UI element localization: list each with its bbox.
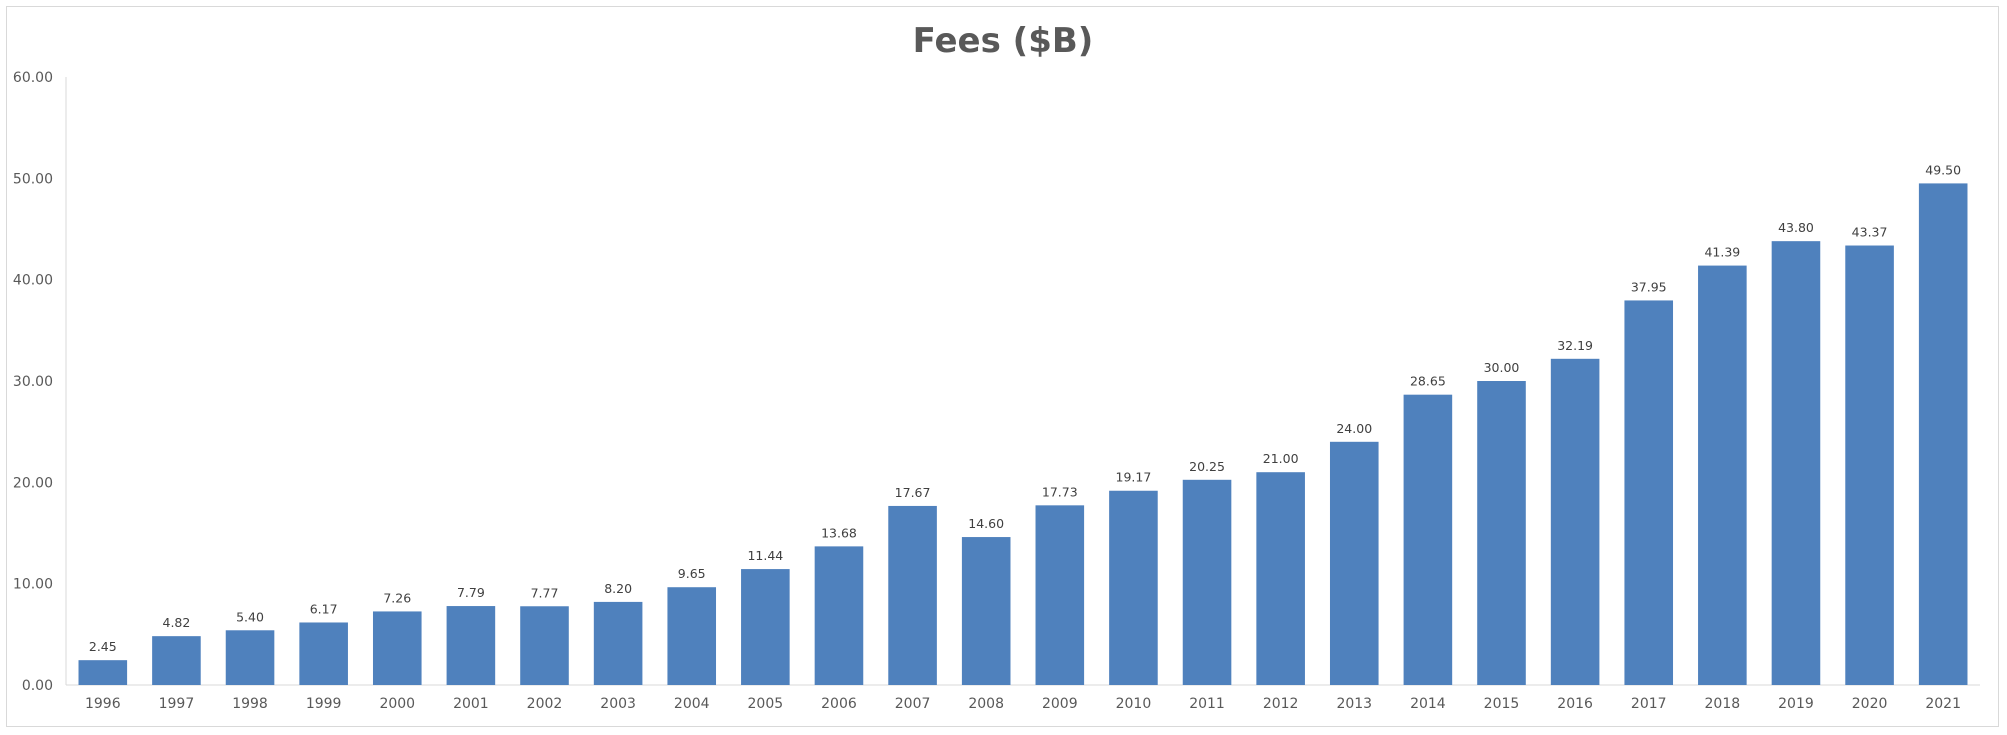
data-label-2010: 19.17	[1116, 470, 1152, 485]
x-tick-label-2000: 2000	[379, 696, 415, 712]
data-label-1996: 2.45	[89, 639, 117, 654]
bar-2010	[1109, 490, 1158, 685]
bar-2012	[1256, 472, 1305, 685]
x-tick-label-2011: 2011	[1189, 696, 1225, 712]
bar-2014	[1403, 394, 1453, 685]
data-label-2019: 43.80	[1778, 220, 1814, 235]
data-label-1999: 6.17	[310, 601, 338, 616]
x-tick-label-2007: 2007	[895, 696, 931, 712]
x-tick-label-2002: 2002	[527, 696, 563, 712]
bar-2004	[667, 587, 717, 685]
x-tick-label-2003: 2003	[600, 696, 636, 712]
bar-2018	[1698, 265, 1747, 685]
bar-2001	[446, 606, 496, 685]
data-label-2007: 17.67	[895, 485, 931, 500]
bar-2009	[1035, 505, 1085, 685]
data-label-2012: 21.00	[1263, 451, 1299, 466]
x-tick-label-2021: 2021	[1925, 696, 1961, 712]
y-tick-label: 0.00	[22, 678, 53, 694]
chart-title: Fees ($B)	[913, 21, 1094, 61]
x-tick-label-2005: 2005	[748, 696, 784, 712]
bar-2005	[741, 569, 790, 685]
data-label-2021: 49.50	[1925, 162, 1961, 177]
x-tick-label-2018: 2018	[1705, 696, 1741, 712]
y-tick-label: 50.00	[13, 171, 53, 187]
bar-1999	[299, 622, 348, 685]
x-axis-ticks: 1996 1997 1998 1999 2000 2001 2002 2003 2004 2005…	[85, 696, 1961, 712]
x-tick-label-1998: 1998	[232, 696, 268, 712]
data-label-2005: 11.44	[747, 548, 783, 563]
x-tick-label-1999: 1999	[306, 696, 342, 712]
x-tick-label-1996: 1996	[85, 696, 121, 712]
bar-2003	[593, 601, 643, 685]
data-label-2001: 7.79	[457, 585, 485, 600]
bar-2007	[888, 505, 937, 685]
bar-2019	[1771, 241, 1821, 685]
bar-2000	[372, 611, 422, 685]
bar-2008	[961, 537, 1011, 685]
x-tick-label-2015: 2015	[1484, 696, 1520, 712]
bar-2017	[1624, 300, 1674, 685]
bars	[78, 183, 1968, 685]
bar-2020	[1845, 245, 1894, 685]
data-label-2014: 28.65	[1410, 374, 1446, 389]
x-tick-label-2006: 2006	[821, 696, 857, 712]
y-tick-label: 40.00	[13, 273, 53, 289]
y-tick-label: 30.00	[13, 374, 53, 390]
data-label-1998: 5.40	[236, 609, 264, 624]
data-label-2000: 7.26	[383, 590, 411, 605]
data-label-2004: 9.65	[678, 566, 706, 581]
bar-1997	[152, 636, 201, 685]
data-label-2011: 20.25	[1189, 459, 1225, 474]
y-tick-label: 10.00	[13, 577, 53, 593]
data-label-2018: 41.39	[1704, 245, 1740, 260]
bar-2011	[1182, 479, 1232, 685]
x-tick-label-2013: 2013	[1336, 696, 1372, 712]
y-axis-ticks: 0.00 10.00 20.00 30.00 40.00 50.00 60.00	[13, 70, 53, 694]
bar-2016	[1550, 358, 1600, 685]
data-label-2015: 30.00	[1484, 360, 1520, 375]
data-label-2020: 43.37	[1852, 225, 1888, 240]
y-tick-label: 20.00	[13, 475, 53, 491]
x-tick-label-2014: 2014	[1410, 696, 1446, 712]
data-label-2009: 17.73	[1042, 484, 1078, 499]
bar-1998	[225, 630, 275, 685]
bar-2006	[814, 546, 864, 685]
data-label-2017: 37.95	[1631, 279, 1667, 294]
x-tick-label-2008: 2008	[968, 696, 1004, 712]
data-label-2003: 8.20	[604, 581, 632, 596]
y-tick-label: 60.00	[13, 70, 53, 86]
x-tick-label-1997: 1997	[159, 696, 195, 712]
x-tick-label-2019: 2019	[1778, 696, 1814, 712]
data-label-1997: 4.82	[163, 615, 191, 630]
x-tick-label-2004: 2004	[674, 696, 710, 712]
x-tick-label-2009: 2009	[1042, 696, 1078, 712]
bar-2021	[1918, 183, 1968, 685]
x-tick-label-2001: 2001	[453, 696, 489, 712]
data-label-2002: 7.77	[531, 585, 559, 600]
data-labels: 2.45 4.82 5.40 6.17 7.26 7.79 7.77 8.20 9.65 11.4…	[89, 162, 1961, 654]
bar-2013	[1329, 441, 1379, 685]
data-label-2016: 32.19	[1557, 338, 1593, 353]
data-label-2008: 14.60	[968, 516, 1004, 531]
x-tick-label-2020: 2020	[1852, 696, 1888, 712]
x-tick-label-2010: 2010	[1116, 696, 1152, 712]
x-tick-label-2017: 2017	[1631, 696, 1667, 712]
x-tick-label-2016: 2016	[1557, 696, 1593, 712]
data-label-2006: 13.68	[821, 525, 857, 540]
x-tick-label-2012: 2012	[1263, 696, 1299, 712]
data-label-2013: 24.00	[1336, 421, 1372, 436]
bar-2015	[1477, 381, 1526, 685]
bar-1996	[78, 660, 128, 685]
bar-2002	[520, 606, 569, 685]
